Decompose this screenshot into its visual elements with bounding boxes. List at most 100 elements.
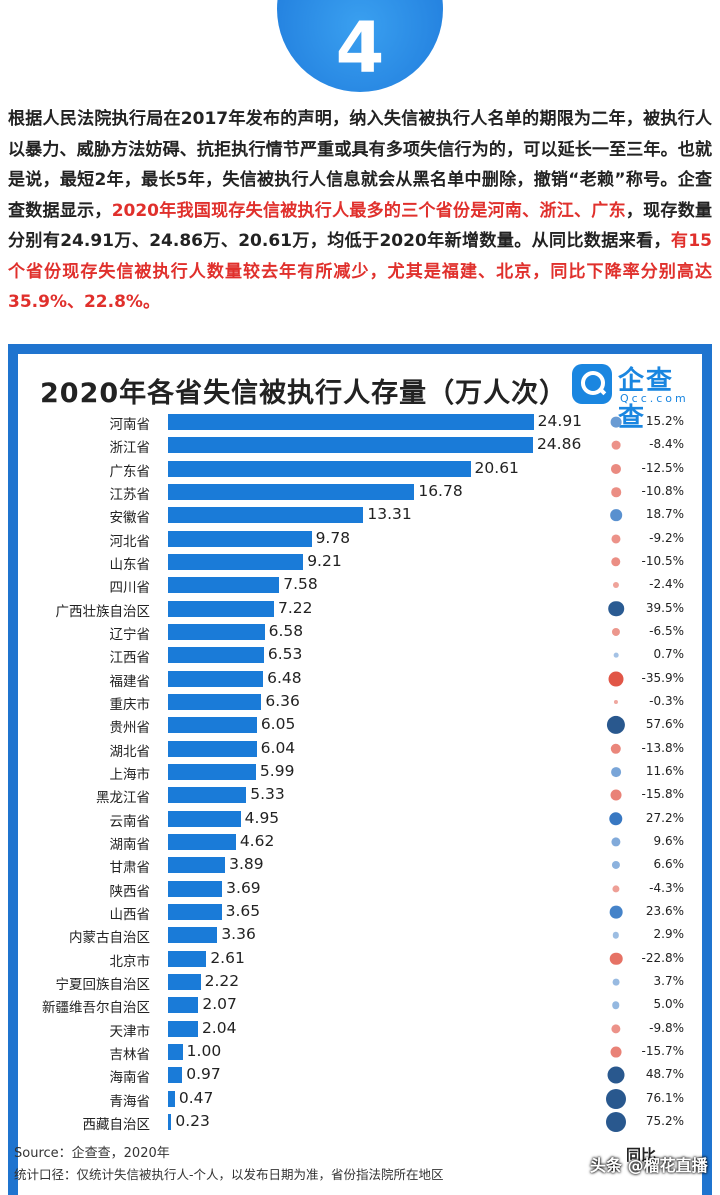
bar xyxy=(168,507,364,524)
bar-value-label: 3.69 xyxy=(226,878,261,897)
bar-value-label: 6.58 xyxy=(268,621,304,640)
bar xyxy=(168,1043,183,1060)
category-label: 广西壮族自治区 xyxy=(55,603,151,620)
bar-value-label: 6.36 xyxy=(265,691,300,710)
logo-domain: Qcc.com xyxy=(620,392,689,405)
bar xyxy=(168,1090,175,1107)
yoy-value-label: 18.7% xyxy=(645,507,684,522)
yoy-value-label: -22.8% xyxy=(641,950,684,965)
category-label: 贵州省 xyxy=(109,720,151,737)
yoy-value-label: 75.2% xyxy=(645,1113,684,1128)
bar-value-label: 7.58 xyxy=(283,575,318,594)
category-label: 福建省 xyxy=(109,673,151,690)
logo-name: 企查查 xyxy=(618,366,675,433)
yoy-dot xyxy=(611,534,621,544)
category-label: 广东省 xyxy=(109,463,151,480)
bar-value-label: 3.36 xyxy=(221,925,256,944)
yoy-dot xyxy=(609,811,623,826)
yoy-value-label: -13.8% xyxy=(641,740,684,755)
chart-source: Source：企查查，2020年 xyxy=(14,1146,170,1161)
bar-value-label: 9.21 xyxy=(307,551,342,570)
category-label: 安徽省 xyxy=(109,510,151,527)
yoy-dot xyxy=(608,671,624,687)
yoy-dot xyxy=(611,767,621,777)
yoy-value-label: -10.8% xyxy=(641,483,684,498)
bar xyxy=(168,810,241,827)
yoy-dot xyxy=(611,440,621,450)
yoy-value-label: -6.5% xyxy=(649,623,684,638)
yoy-value-label: -15.8% xyxy=(641,787,684,802)
magnifier-logo-icon xyxy=(572,364,612,404)
yoy-dot xyxy=(612,582,620,589)
bar xyxy=(168,460,471,477)
yoy-value-label: -12.5% xyxy=(641,460,684,475)
yoy-dot xyxy=(611,557,621,567)
yoy-dot xyxy=(606,1111,626,1132)
yoy-dot xyxy=(612,885,620,893)
category-label: 湖北省 xyxy=(109,743,151,760)
qcc-logo: 企查查 Qcc.com xyxy=(572,364,700,433)
bar xyxy=(168,833,236,850)
bar-value-label: 13.31 xyxy=(367,505,412,524)
yoy-value-label: -2.4% xyxy=(649,577,684,592)
yoy-value-label: -0.3% xyxy=(649,693,684,708)
bar-value-label: 16.78 xyxy=(418,481,463,500)
bar xyxy=(168,857,226,874)
yoy-dot xyxy=(612,932,620,939)
intro-text-1: 根据人民法院执行局在2017年发布的声明，纳入失信被执行人名单的期限为二年，被执… xyxy=(8,109,712,221)
bar xyxy=(168,927,218,944)
yoy-value-label: 0.7% xyxy=(653,647,685,662)
yoy-dot xyxy=(610,509,622,522)
bar-value-label: 6.05 xyxy=(260,715,296,734)
bar-value-label: 2.07 xyxy=(202,995,237,1014)
yoy-dot xyxy=(609,905,623,919)
bar-value-label: 5.33 xyxy=(250,785,285,804)
yoy-dot xyxy=(613,699,619,704)
bar xyxy=(168,997,199,1014)
yoy-value-label: -9.8% xyxy=(649,1020,684,1035)
yoy-value-label: -35.9% xyxy=(641,670,684,685)
yoy-value-label: 23.6% xyxy=(645,903,684,918)
yoy-value-label: 2.9% xyxy=(653,927,685,942)
yoy-value-label: 9.6% xyxy=(653,833,685,848)
watermark: 头条 @榴花直播 xyxy=(590,1156,708,1175)
yoy-dot xyxy=(607,1066,625,1084)
yoy-dot xyxy=(611,1023,621,1034)
yoy-dot xyxy=(608,600,624,617)
yoy-value-label: 76.1% xyxy=(645,1090,684,1105)
chart-title: 2020年各省失信被执行人存量（万人次） xyxy=(40,378,568,409)
bar-value-label: 3.89 xyxy=(229,855,264,874)
category-label: 江苏省 xyxy=(109,486,151,503)
bar xyxy=(168,530,312,547)
yoy-value-label: 27.2% xyxy=(645,810,684,825)
bar xyxy=(168,740,257,757)
yoy-column-header: 同比 xyxy=(626,1146,657,1164)
yoy-value-label: 15.2% xyxy=(645,414,684,428)
bar-value-label: 6.04 xyxy=(260,738,296,757)
category-label: 上海市 xyxy=(109,766,151,783)
category-label: 四川省 xyxy=(109,580,151,597)
bar-value-label: 1.00 xyxy=(186,1041,222,1060)
category-label: 北京市 xyxy=(109,953,151,970)
bar-value-label: 6.48 xyxy=(267,668,302,687)
bar xyxy=(168,787,247,804)
bar xyxy=(168,437,533,454)
yoy-dot xyxy=(613,652,619,658)
yoy-dot xyxy=(611,487,621,497)
yoy-value-label: -15.7% xyxy=(641,1043,684,1058)
category-label: 浙江省 xyxy=(109,440,151,457)
category-label: 云南省 xyxy=(109,813,151,830)
bar-value-label: 9.78 xyxy=(315,528,351,547)
bar xyxy=(168,1067,183,1084)
intro-highlight-1: 2020年我国现存失信被执行人最多的三个省份是河南、浙江、广东 xyxy=(111,200,626,221)
yoy-dot xyxy=(612,978,620,986)
yoy-value-label: 3.7% xyxy=(653,973,685,988)
bar-value-label: 24.86 xyxy=(536,435,582,454)
yoy-dot xyxy=(610,1046,622,1058)
yoy-value-label: 39.5% xyxy=(645,600,684,615)
category-label: 西藏自治区 xyxy=(82,1116,151,1133)
yoy-dot xyxy=(610,789,622,801)
yoy-dot xyxy=(610,463,622,474)
category-label: 天津市 xyxy=(109,1023,151,1040)
category-label: 陕西省 xyxy=(109,883,151,900)
